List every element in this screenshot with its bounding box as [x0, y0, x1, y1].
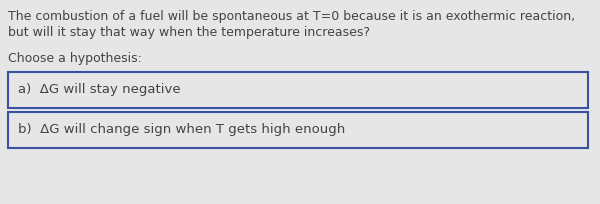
Bar — [8, 112, 588, 148]
Text: Choose a hypothesis:: Choose a hypothesis: — [8, 52, 142, 65]
Bar — [8, 72, 588, 108]
Text: a)  ΔG will stay negative: a) ΔG will stay negative — [18, 83, 181, 96]
Text: but will it stay that way when the temperature increases?: but will it stay that way when the tempe… — [8, 26, 370, 39]
Text: The combustion of a fuel will be spontaneous at T=0 because it is an exothermic : The combustion of a fuel will be spontan… — [8, 10, 575, 23]
Text: b)  ΔG will change sign when T gets high enough: b) ΔG will change sign when T gets high … — [18, 123, 345, 136]
